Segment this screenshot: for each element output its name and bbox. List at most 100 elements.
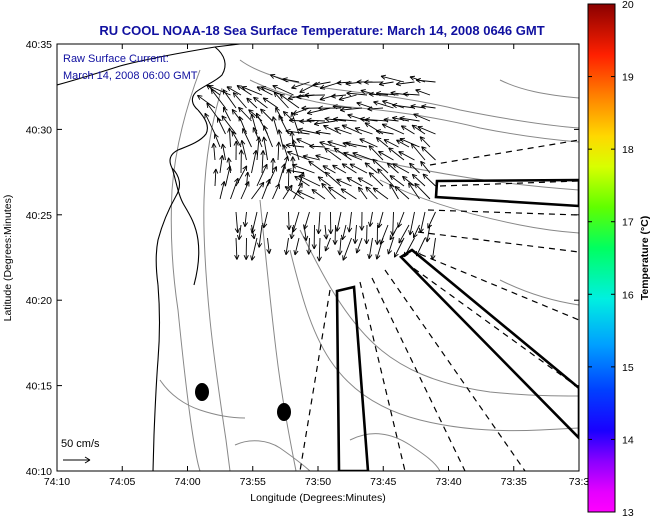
plot-area: 50 cm/s Raw Surface Current: March 14, 2… bbox=[57, 44, 579, 471]
current-vector bbox=[324, 171, 342, 187]
current-vector bbox=[260, 86, 284, 96]
current-vector bbox=[263, 125, 273, 148]
current-vector bbox=[253, 96, 268, 109]
current-vector bbox=[308, 160, 326, 174]
current-vector bbox=[347, 211, 353, 233]
current-vector bbox=[236, 85, 252, 96]
current-vector bbox=[324, 237, 331, 252]
current-vector bbox=[251, 149, 258, 174]
current-vector bbox=[231, 131, 242, 148]
current-vector bbox=[422, 173, 436, 187]
current-vector bbox=[421, 104, 436, 110]
current-vector bbox=[261, 136, 268, 161]
colorbar-tick-label: 18 bbox=[622, 144, 634, 156]
current-vector bbox=[279, 93, 300, 109]
x-tick-label: 73:45 bbox=[370, 476, 396, 488]
y-tick-label: 40:30 bbox=[26, 124, 52, 136]
current-vector bbox=[272, 183, 280, 200]
current-vector bbox=[226, 157, 232, 174]
current-vector bbox=[233, 140, 239, 161]
current-vector bbox=[213, 168, 219, 187]
current-vector bbox=[257, 224, 263, 248]
current-vector bbox=[343, 151, 363, 161]
current-vector bbox=[240, 181, 250, 200]
map-title: RU COOL NOAA-18 Sea Surface Temperature:… bbox=[99, 23, 544, 38]
current-vector bbox=[266, 237, 272, 254]
current-vector bbox=[368, 172, 384, 187]
x-tick-label: 73:3 bbox=[569, 476, 590, 488]
current-vector bbox=[395, 81, 415, 87]
current-vector bbox=[204, 112, 216, 135]
colorbar-tick-label: 16 bbox=[622, 289, 634, 301]
current-vector bbox=[284, 237, 290, 256]
x-tick-label: 74:10 bbox=[44, 476, 70, 488]
y-tick-label: 40:20 bbox=[26, 295, 52, 307]
radial-dashed-lines bbox=[299, 139, 579, 471]
current-vector bbox=[339, 107, 363, 113]
current-vector bbox=[352, 224, 358, 244]
current-vector bbox=[375, 129, 394, 135]
current-vector bbox=[333, 116, 357, 122]
current-vector bbox=[399, 116, 420, 122]
current-vector bbox=[346, 90, 368, 97]
current-vector bbox=[227, 127, 233, 148]
current-vector bbox=[357, 177, 373, 187]
colorbar-tick-label: 20 bbox=[622, 0, 634, 11]
current-vector bbox=[383, 139, 399, 148]
x-tick-label: 73:40 bbox=[435, 476, 461, 488]
current-vector bbox=[324, 147, 342, 161]
current-vector bbox=[222, 106, 231, 122]
antenna-beam-polygons bbox=[335, 178, 579, 471]
current-vector bbox=[217, 117, 226, 135]
current-vector bbox=[232, 92, 247, 109]
colorbar-ticks: 20 19 18 17 16 15 14 13 bbox=[588, 0, 634, 518]
current-vector bbox=[321, 182, 336, 200]
current-vector bbox=[210, 88, 226, 109]
current-vector bbox=[413, 113, 431, 122]
current-vector bbox=[347, 113, 368, 122]
current-vector bbox=[359, 211, 365, 231]
current-vector bbox=[256, 163, 268, 187]
current-vector bbox=[306, 117, 326, 123]
current-vector bbox=[332, 104, 352, 110]
x-axis-label: Longitude (Degrees:Minutes) bbox=[250, 492, 385, 504]
current-vector bbox=[392, 115, 410, 122]
current-vector bbox=[291, 163, 315, 174]
current-vector bbox=[341, 124, 363, 135]
current-vector bbox=[291, 81, 310, 90]
current-vector bbox=[260, 150, 266, 174]
current-vector bbox=[298, 175, 321, 187]
current-vector bbox=[367, 237, 373, 260]
current-vector bbox=[398, 151, 415, 161]
current-vector bbox=[368, 145, 384, 161]
current-vector bbox=[425, 224, 431, 243]
current-vector bbox=[316, 211, 322, 235]
annotation-line-2: March 14, 2008 06:00 GMT bbox=[63, 70, 198, 82]
x-tick-label: 73:50 bbox=[305, 476, 331, 488]
current-vector bbox=[304, 92, 326, 98]
x-tick-label: 74:00 bbox=[174, 476, 200, 488]
current-vector bbox=[317, 176, 331, 187]
current-vector bbox=[378, 150, 394, 161]
current-vector bbox=[372, 158, 389, 174]
current-vector bbox=[372, 187, 389, 200]
current-vector bbox=[415, 88, 431, 96]
current-vector bbox=[375, 137, 389, 148]
current-vector bbox=[333, 147, 352, 161]
current-vector bbox=[242, 128, 252, 148]
current-vector bbox=[328, 186, 347, 200]
current-vector bbox=[408, 182, 420, 200]
colorbar-tick-label: 13 bbox=[622, 507, 634, 518]
current-vector bbox=[389, 175, 405, 187]
current-vector bbox=[311, 224, 317, 250]
y-tick-label: 40:10 bbox=[26, 466, 52, 478]
current-vector bbox=[375, 237, 384, 260]
current-vector bbox=[242, 211, 248, 227]
current-vector bbox=[341, 163, 357, 174]
current-vector bbox=[246, 97, 258, 109]
current-vector bbox=[287, 94, 305, 101]
vector-scale-arrow bbox=[63, 456, 91, 464]
current-vector bbox=[303, 224, 309, 241]
coastline bbox=[57, 44, 241, 471]
